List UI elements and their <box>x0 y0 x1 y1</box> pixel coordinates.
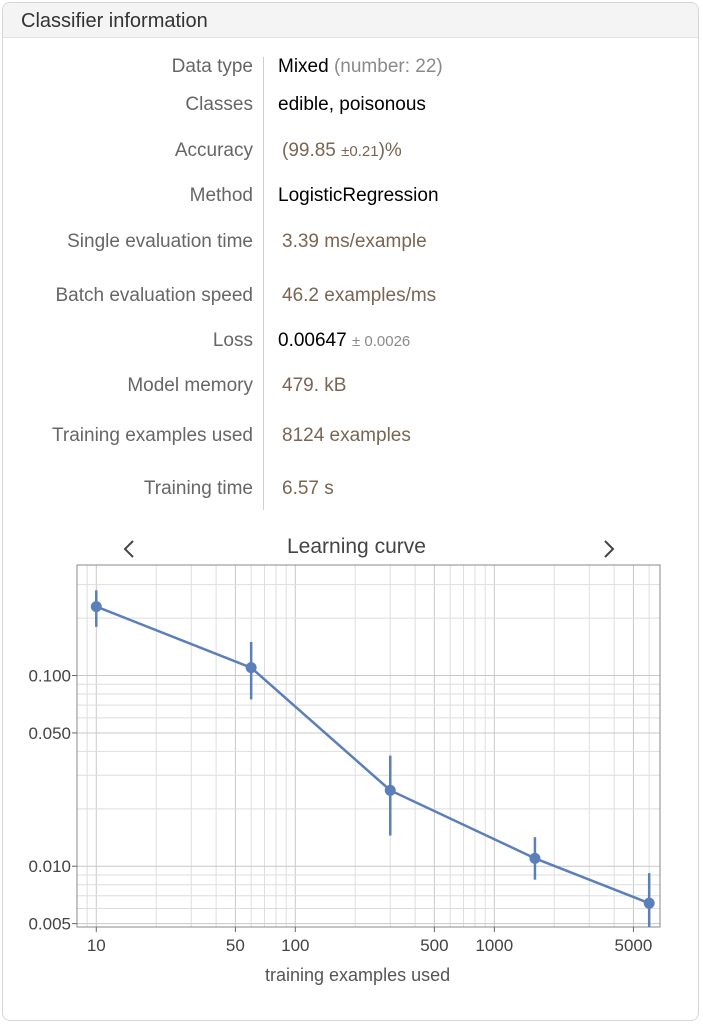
next-chart-button[interactable] <box>597 538 619 560</box>
accuracy-open-paren: ( <box>282 140 289 161</box>
x-tick-label: 10 <box>87 936 106 955</box>
y-tick-label: 0.050 <box>28 724 71 743</box>
loss-uncertainty: ± 0.0026 <box>351 333 411 350</box>
value-data-type: Mixed (number: 22) <box>278 56 443 78</box>
data-type-value: Mixed <box>278 56 329 77</box>
label-accuracy: Accuracy <box>174 140 253 161</box>
x-tick-label: 5000 <box>615 936 653 955</box>
x-tick-label: 50 <box>226 936 245 955</box>
data-point <box>245 662 257 674</box>
value-training-examples-used: 8124 examples <box>282 425 411 446</box>
panel-header: Classifier information <box>3 3 698 38</box>
value-training-time: 6.57 s <box>282 478 334 499</box>
plot-frame <box>76 564 661 928</box>
label-training-examples-used: Training examples used <box>51 425 253 446</box>
chevron-right-icon <box>604 540 615 558</box>
chevron-left-icon <box>123 540 134 558</box>
value-model-memory: 479. kB <box>282 375 347 396</box>
label-batch-evaluation-speed: Batch evaluation speed <box>55 285 253 306</box>
value-loss: 0.00647 ± 0.0026 <box>278 330 410 352</box>
label-loss: Loss <box>212 330 253 351</box>
y-tick-label: 0.100 <box>28 667 71 686</box>
data-type-extra: (number: 22) <box>333 56 443 77</box>
x-axis-label: training examples used <box>265 965 451 985</box>
label-single-evaluation-time: Single evaluation time <box>67 231 253 252</box>
label-method: Method <box>189 185 253 206</box>
x-tick-label: 500 <box>420 936 448 955</box>
label-data-type: Data type <box>171 56 253 77</box>
previous-chart-button[interactable] <box>119 538 141 560</box>
value-accuracy: (99.85 ±0.21)% <box>282 140 402 162</box>
column-divider <box>263 57 264 510</box>
loss-value: 0.00647 <box>278 330 347 351</box>
data-point <box>384 784 396 796</box>
value-classes: edible, poisonous <box>278 94 426 115</box>
panel-title: Classifier information <box>21 10 208 32</box>
series-line <box>95 605 650 905</box>
value-method: LogisticRegression <box>278 185 439 206</box>
value-single-evaluation-time: 3.39 ms/example <box>282 231 427 252</box>
y-tick-label: 0.005 <box>28 915 71 934</box>
label-classes: Classes <box>185 94 253 115</box>
label-training-time: Training time <box>143 478 253 499</box>
data-point <box>643 897 655 909</box>
data-point <box>90 601 102 613</box>
accuracy-close-percent: )% <box>378 140 402 161</box>
accuracy-uncertainty: ±0.21 <box>341 143 379 160</box>
x-tick-label: 1000 <box>475 936 513 955</box>
value-batch-evaluation-speed: 46.2 examples/ms <box>282 285 437 306</box>
chart-title: Learning curve <box>287 535 426 558</box>
data-point <box>529 852 541 864</box>
x-tick-label: 100 <box>281 936 309 955</box>
y-tick-label: 0.010 <box>28 857 71 876</box>
label-model-memory: Model memory <box>127 375 253 396</box>
accuracy-value: 99.85 <box>288 140 336 161</box>
